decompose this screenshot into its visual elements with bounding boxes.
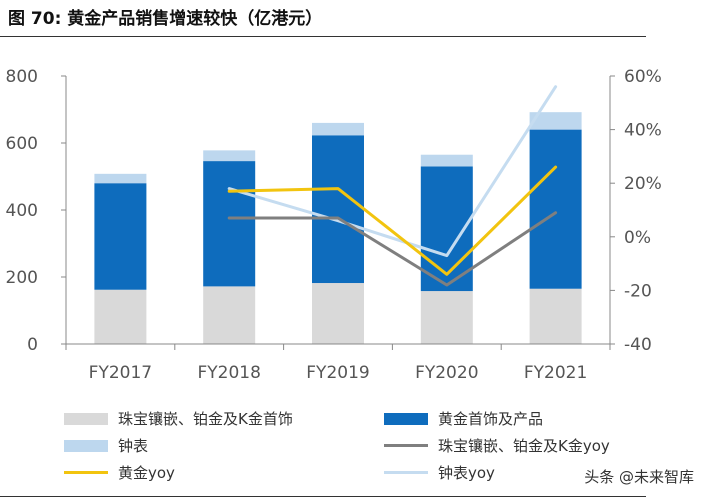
y-right-tick-label-3: 20% [624, 174, 662, 194]
x-tick-label-4: FY2021 [524, 363, 587, 383]
bar-jewelry-0 [94, 289, 147, 344]
bar-watch-1 [203, 150, 256, 162]
bar-jewelry-3 [420, 291, 473, 344]
legend-label-gold-yoy: 黄金yoy [118, 464, 175, 482]
legend-label-watch: 钟表 [118, 437, 149, 455]
axes-layer [61, 75, 615, 350]
y-right-tick-label-2: 0% [624, 228, 651, 248]
bar-gold_products-0 [94, 183, 147, 290]
chart: 0 200 400 600 800 -40 -20 0% 20% 40% 60% FY2017 FY20… [6, 67, 662, 383]
title-divider [0, 36, 646, 37]
bar-jewelry-4 [529, 288, 582, 344]
legend-item-gold-products: 黄金首饰及产品 [384, 408, 543, 429]
bar-watch-3 [420, 154, 473, 167]
legend-swatch-watch [64, 439, 108, 452]
bar-gold_products-1 [203, 161, 256, 287]
legend-item-watch-yoy: 钟表yoy [384, 462, 495, 483]
labels-layer: 0 200 400 600 800 -40 -20 0% 20% 40% 60% FY2017 FY20… [6, 67, 662, 383]
bar-watch-0 [94, 173, 147, 184]
y-left-tick-label-0: 0 [27, 335, 38, 355]
bar-gold_products-4 [529, 129, 582, 289]
watermark: 头条 @未来智库 [584, 468, 694, 486]
x-tick-label-3: FY2020 [415, 363, 478, 383]
figure-title: 图 70: 黄金产品销售增速较快（亿港元） [8, 9, 323, 29]
legend-label-watch-yoy: 钟表yoy [438, 464, 495, 482]
bar-watch-4 [529, 112, 582, 130]
y-left-tick-label-2: 400 [6, 201, 38, 221]
bar-jewelry-1 [203, 286, 256, 344]
legend-swatch-jewelry-yoy [384, 444, 428, 447]
legend-item-watch: 钟表 [64, 435, 148, 456]
legend-item-jewelry: 珠宝镶嵌、铂金及K金首饰 [64, 408, 293, 429]
x-tick-label-2: FY2019 [306, 363, 369, 383]
legend-swatch-gold-yoy [64, 471, 108, 474]
legend-swatch-jewelry [64, 412, 108, 425]
y-right-tick-label-5: 60% [624, 67, 662, 87]
y-right-tick-label-0: -40 [624, 335, 652, 355]
legend: 珠宝镶嵌、铂金及K金首饰 黄金首饰及产品 钟表 珠宝镶嵌、铂金及K金yoy 黄金… [64, 406, 664, 494]
bar-jewelry-2 [312, 283, 364, 344]
y-left-tick-label-3: 600 [6, 134, 38, 154]
y-left-tick-label-1: 200 [6, 268, 38, 288]
legend-label-jewelry-yoy: 珠宝镶嵌、铂金及K金yoy [438, 437, 610, 455]
bars-layer [94, 112, 582, 344]
legend-label-gold-products: 黄金首饰及产品 [438, 410, 544, 428]
line-watch_yoy [227, 85, 558, 258]
x-tick-label-0: FY2017 [89, 363, 152, 383]
legend-swatch-watch-yoy [384, 471, 428, 474]
legend-item-jewelry-yoy: 珠宝镶嵌、铂金及K金yoy [384, 435, 610, 456]
y-right-tick-label-4: 40% [624, 121, 662, 141]
legend-item-gold-yoy: 黄金yoy [64, 462, 175, 483]
bar-gold_products-2 [312, 135, 364, 284]
y-left-tick-label-4: 800 [6, 67, 38, 87]
x-tick-label-1: FY2018 [197, 363, 260, 383]
line-gold_yoy [227, 165, 558, 276]
bar-watch-2 [312, 122, 364, 136]
line-jewelry_yoy [227, 211, 558, 287]
lines-layer [227, 85, 558, 287]
y-right-tick-label-1: -20 [624, 281, 652, 301]
legend-label-jewelry: 珠宝镶嵌、铂金及K金首饰 [118, 410, 293, 428]
legend-swatch-gold-products [384, 412, 428, 425]
bottom-divider [0, 496, 646, 497]
